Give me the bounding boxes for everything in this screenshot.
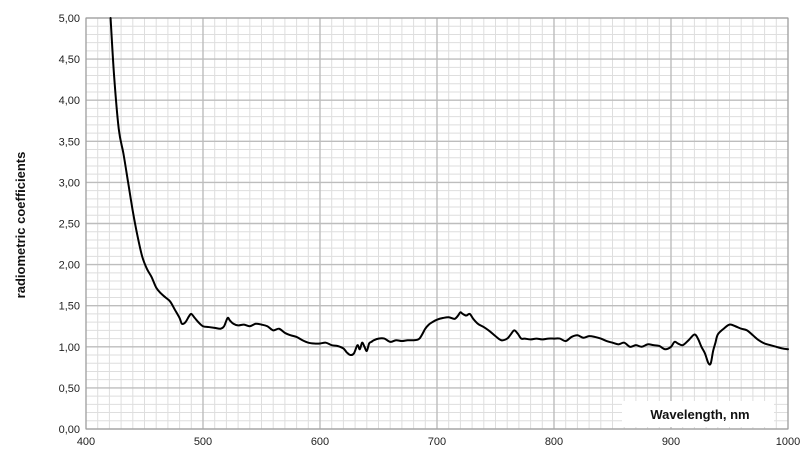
plot-frame: [85, 17, 789, 430]
y-tick-label: 5,00: [59, 13, 80, 25]
x-tick-label: 1000: [776, 436, 800, 448]
y-tick-label: 1,50: [59, 301, 80, 313]
x-axis-title-box: Wavelength, nm: [622, 401, 774, 427]
x-tick-label: 400: [77, 436, 95, 448]
x-tick-label: 600: [311, 436, 329, 448]
y-axis-title: radiometric coefficients: [13, 152, 28, 299]
x-tick-label: 700: [428, 436, 446, 448]
y-tick-label: 4,00: [59, 95, 80, 107]
y-tick-label: 2,50: [59, 219, 80, 231]
y-tick-label: 0,00: [59, 424, 80, 436]
y-tick-label: 3,00: [59, 177, 80, 189]
y-tick-label: 0,50: [59, 383, 80, 395]
series-layer: [109, 17, 789, 366]
x-tick-label: 900: [662, 436, 680, 448]
x-axis-title-background: [622, 401, 774, 427]
y-tick-labels: 0,00 0,50 1,00 1,50 2,00 2,50 3,00 3,50 4,00 4,50…: [59, 13, 80, 436]
x-tick-label: 500: [194, 436, 212, 448]
y-tick-label: 4,50: [59, 54, 80, 66]
plot-border: [85, 17, 789, 430]
y-tick-label: 2,00: [59, 260, 80, 272]
x-tick-labels: 400 500 600 700 800 900 1000: [77, 436, 800, 448]
y-tick-label: 3,50: [59, 136, 80, 148]
y-tick-label: 1,00: [59, 342, 80, 354]
x-tick-label: 800: [545, 436, 563, 448]
series-line: [109, 17, 789, 366]
x-axis-title: Wavelength, nm: [650, 407, 749, 422]
